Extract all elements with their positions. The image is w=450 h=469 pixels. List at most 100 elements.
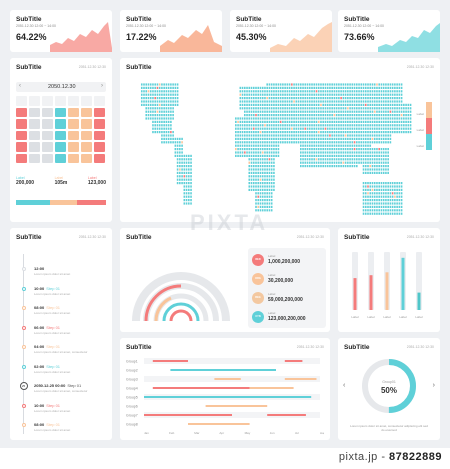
calendar-day[interactable] [81,96,92,106]
calendar-day[interactable] [94,130,105,140]
map-dot [403,131,405,134]
next-month-icon[interactable]: › [101,83,103,89]
calendar-day[interactable] [68,153,79,163]
calendar-day[interactable] [94,153,105,163]
map-dot [320,131,322,134]
map-dot [185,182,188,185]
map-dot [264,188,266,191]
calendar-day[interactable] [29,107,40,117]
map-dot [340,120,342,123]
calendar-day[interactable] [81,130,92,140]
map-dot [270,178,273,181]
map-dot [244,141,246,144]
calendar-day[interactable] [42,153,53,163]
map-dot [273,107,275,110]
prev-arrow-icon[interactable]: ‹ [343,382,346,389]
map-dot [140,103,143,106]
map-dot [324,103,327,106]
calendar-day[interactable] [55,130,66,140]
map-dot [369,103,372,106]
map-dot [351,93,354,96]
map-dot [315,124,318,127]
map-dot [306,141,309,144]
map-dot [338,141,340,144]
map-dot [344,124,347,127]
map-dot [398,93,401,96]
map-dot [179,165,181,168]
next-arrow-icon[interactable]: › [432,382,435,389]
calendar-day[interactable] [81,153,92,163]
map-dot [362,168,365,171]
calendar-day[interactable] [81,119,92,129]
calendar-day[interactable] [94,107,105,117]
calendar-day[interactable] [68,107,79,117]
kpi-card-1: SubTitle 2051.12.30 12:00 ~ 14:00 64.22% [10,10,112,52]
map-dot [331,103,333,106]
calendar-day[interactable] [68,130,79,140]
calendar-day[interactable] [81,142,92,152]
prev-month-icon[interactable]: ‹ [19,83,21,89]
calendar-day[interactable] [55,119,66,129]
map-dot [331,114,333,117]
map-dot [270,134,273,137]
map-dot [349,137,351,140]
calendar-day[interactable] [29,119,40,129]
calendar-day[interactable] [42,119,53,129]
map-dot [295,103,298,106]
map-dot [306,103,309,106]
calendar-day[interactable] [29,96,40,106]
bar [369,275,373,310]
calendar-day[interactable] [16,107,27,117]
calendar-day[interactable] [68,142,79,152]
calendar-day[interactable] [16,142,27,152]
calendar-day[interactable] [68,119,79,129]
calendar-day[interactable] [29,130,40,140]
calendar-day[interactable] [94,142,105,152]
map-dot [241,131,244,134]
map-dot [329,134,331,137]
radial-date: 2051.12.30 12:30 [296,235,324,239]
map-dot [349,110,351,113]
map-dot [140,97,143,100]
map-dot [324,158,327,161]
calendar-day[interactable] [81,107,92,117]
calendar-day[interactable] [16,119,27,129]
map-dot [311,141,313,144]
calendar-day[interactable] [42,107,53,117]
calendar-day[interactable] [16,153,27,163]
map-dot [405,114,407,117]
map-dot [246,148,248,151]
map-dot [170,100,172,103]
map-dot [255,182,257,185]
map-dot [273,185,275,188]
calendar-day[interactable] [55,96,66,106]
map-dot [376,192,378,195]
calendar-day[interactable] [29,153,40,163]
calendar-day[interactable] [55,107,66,117]
map-dot [250,158,253,161]
map-dot [338,90,340,93]
calendar-day[interactable] [16,96,27,106]
map-dot [284,127,286,130]
map-dot [259,124,262,127]
calendar-day[interactable] [68,96,79,106]
map-dot [185,185,188,188]
map-dot [170,124,172,127]
calendar-day[interactable] [42,130,53,140]
calendar-day[interactable] [55,153,66,163]
calendar-day[interactable] [55,142,66,152]
map-dot [244,144,246,147]
map-dot [387,97,389,100]
calendar-day[interactable] [94,96,105,106]
map-dot [308,103,311,106]
calendar-day[interactable] [42,96,53,106]
map-dot [264,107,266,110]
calendar-day[interactable] [42,142,53,152]
map-dot [342,86,345,89]
calendar-day[interactable] [16,130,27,140]
calendar-day[interactable] [29,142,40,152]
map-dot [302,83,304,86]
calendar-day[interactable] [94,119,105,129]
map-dot [338,127,340,130]
map-dot [373,127,376,130]
